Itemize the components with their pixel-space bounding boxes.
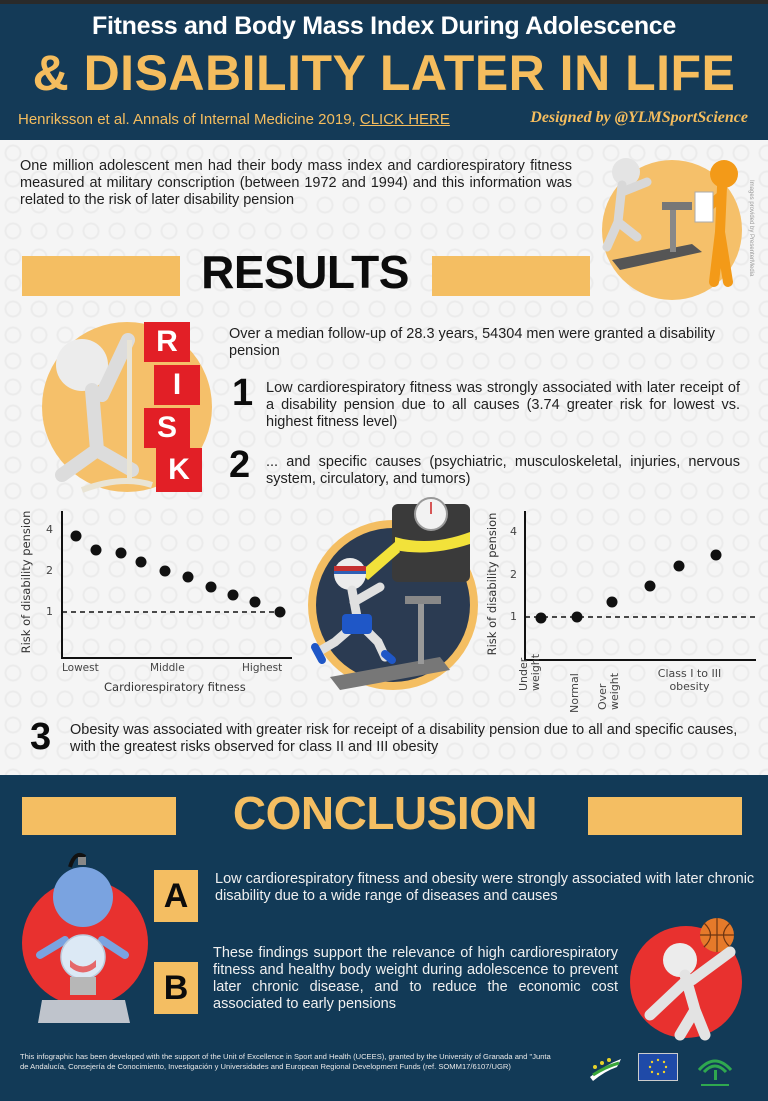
header: Fitness and Body Mass Index During Adole… (0, 0, 768, 140)
fitness-risk-chart: 4 2 1 Risk of disability pension Lowest … (14, 505, 294, 695)
finding-1-number: 1 (232, 372, 254, 414)
y-tick-2: 2 (510, 568, 517, 581)
x-tick-underweight: Under weight (517, 653, 542, 691)
finding-3-text: Obesity was associated with greater risk… (70, 722, 738, 755)
citation-text: Henriksson et al. Annals of Internal Med… (18, 111, 360, 128)
treadmill-test-illustration (592, 152, 752, 302)
risk-block-s: S (144, 408, 190, 448)
x-axis-label: Cardiorespiratory fitness (104, 680, 246, 694)
junta-andalucia-logo (695, 1052, 735, 1092)
intro-text: One million adolescent men had their bod… (20, 158, 572, 208)
conclusion-left-bar (22, 797, 176, 835)
conclusion-b-text: These findings support the relevance of … (213, 945, 618, 1012)
bmi-risk-chart: 4 2 1 Risk of disability pension Under w… (480, 505, 768, 713)
basketball-illustration (630, 910, 760, 1045)
eu-flag-logo (638, 1053, 678, 1081)
x-tick-highest: Highest (242, 662, 283, 674)
y-axis-label: Risk of disability pension (19, 510, 33, 654)
x-tick-obesity: Class I to III obesity (657, 667, 722, 693)
risk-block-r: R (144, 322, 190, 362)
y-axis-label: Risk of disability pension (485, 512, 499, 656)
image-credit: Images provided by PresenterMedia (748, 180, 754, 277)
designer-credit: Designed by @YLMSportScience (530, 109, 748, 126)
x-tick-normal: Normal (568, 673, 581, 713)
results-right-bar (432, 256, 590, 296)
conclusion-right-bar (588, 797, 742, 835)
risk-block-i: I (154, 365, 200, 405)
conclusion-b-badge: B (154, 962, 198, 1014)
finding-3-number: 3 (30, 716, 52, 758)
finding-1-text: Low cardiorespiratory fitness was strong… (266, 380, 740, 430)
x-tick-middle: Middle (150, 662, 185, 674)
results-title: RESULTS (201, 246, 409, 298)
results-left-bar (22, 256, 180, 296)
bmi-data-points (535, 549, 722, 624)
y-tick-1: 1 (510, 610, 517, 623)
risk-block-k: K (156, 448, 202, 492)
conclusion-a-text: Low cardiorespiratory fitness and obesit… (215, 871, 755, 904)
citation: Henriksson et al. Annals of Internal Med… (18, 111, 450, 128)
citation-link[interactable]: CLICK HERE (359, 111, 450, 128)
andalucia-europe-logo (585, 1055, 625, 1083)
results-summary: Over a median follow-up of 28.3 years, 5… (229, 326, 716, 359)
finding-2-number: 2 (229, 444, 251, 486)
fitness-data-points (70, 530, 286, 618)
footer-acknowledgement: This infographic has been developed with… (20, 1052, 551, 1071)
conclusion-a-badge: A (154, 870, 198, 922)
runner-scale-illustration (300, 492, 485, 697)
x-tick-overweight: Over weight (596, 672, 621, 710)
y-tick-2: 2 (46, 564, 53, 577)
y-tick-4: 4 (46, 523, 53, 536)
title-line2: & DISABILITY LATER IN LIFE (32, 45, 736, 101)
conclusion-title: CONCLUSION (232, 787, 538, 839)
y-tick-1: 1 (46, 605, 53, 618)
y-tick-4: 4 (510, 525, 517, 538)
crystal-ball-illustration (20, 845, 150, 1030)
x-tick-lowest: Lowest (62, 662, 99, 674)
finding-2-text: ... and specific causes (psychiatric, mu… (266, 454, 740, 487)
title-line1: Fitness and Body Mass Index During Adole… (91, 12, 677, 40)
risk-illustration: R I S K (22, 310, 222, 500)
